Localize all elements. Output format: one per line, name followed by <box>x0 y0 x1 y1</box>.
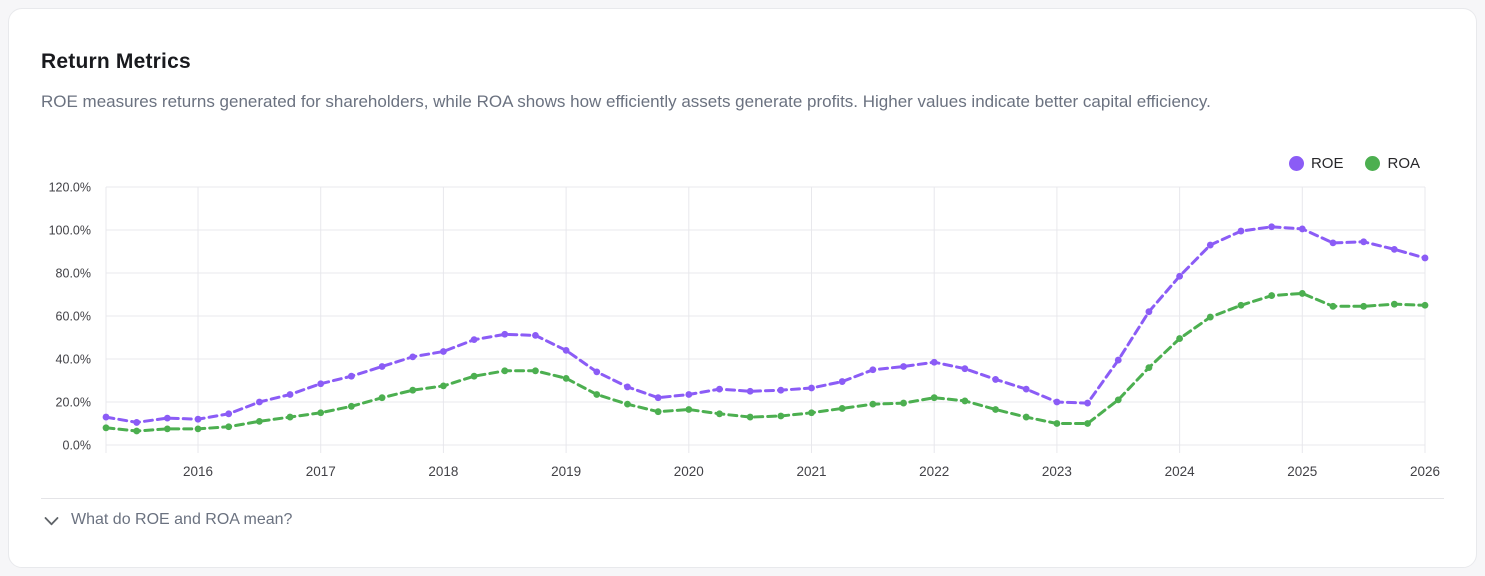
legend-label-roe: ROE <box>1310 155 1344 172</box>
svg-text:2019: 2019 <box>551 464 581 479</box>
svg-text:60.0%: 60.0% <box>56 310 91 324</box>
svg-text:2016: 2016 <box>183 464 213 479</box>
svg-text:2026: 2026 <box>1410 464 1440 479</box>
chevron-down-icon <box>44 516 59 525</box>
svg-text:40.0%: 40.0% <box>56 353 91 367</box>
svg-text:2025: 2025 <box>1287 464 1317 479</box>
roe-series-color-dot <box>1288 156 1304 171</box>
disclosure-toggle[interactable]: What do ROE and ROA mean? <box>44 511 292 529</box>
svg-text:80.0%: 80.0% <box>56 267 91 281</box>
svg-text:2024: 2024 <box>1165 464 1196 479</box>
svg-text:2017: 2017 <box>306 464 336 479</box>
return-metrics-card: Return Metrics ROE measures returns gene… <box>8 8 1477 568</box>
svg-text:2021: 2021 <box>796 464 826 479</box>
svg-text:2020: 2020 <box>674 464 704 479</box>
chart-legend: ROE ROA <box>1288 155 1420 172</box>
legend-item-roa[interactable]: ROA <box>1365 155 1420 172</box>
chart-canvas[interactable]: 0.0% 20.0% 40.0% 60.0% 80.0% 100.0% 120.0% 2016… <box>29 179 1467 491</box>
page-title: Return Metrics <box>41 50 191 73</box>
svg-text:0.0%: 0.0% <box>63 439 92 453</box>
svg-text:100.0%: 100.0% <box>49 224 91 238</box>
svg-text:20.0%: 20.0% <box>56 396 91 410</box>
section-divider <box>41 498 1444 499</box>
disclosure-label: What do ROE and ROA mean? <box>71 511 293 528</box>
svg-text:120.0%: 120.0% <box>49 181 91 195</box>
page-subtitle: ROE measures returns generated for share… <box>41 92 1211 111</box>
roe-roa-line-chart[interactable]: 0.0% 20.0% 40.0% 60.0% 80.0% 100.0% 120.0% 2016… <box>29 179 1467 491</box>
svg-text:2022: 2022 <box>919 464 949 479</box>
svg-text:2018: 2018 <box>428 464 458 479</box>
roa-series-color-dot <box>1365 156 1381 171</box>
legend-item-roe[interactable]: ROE <box>1288 155 1344 172</box>
legend-label-roa: ROA <box>1387 155 1420 172</box>
svg-text:2023: 2023 <box>1042 464 1072 479</box>
